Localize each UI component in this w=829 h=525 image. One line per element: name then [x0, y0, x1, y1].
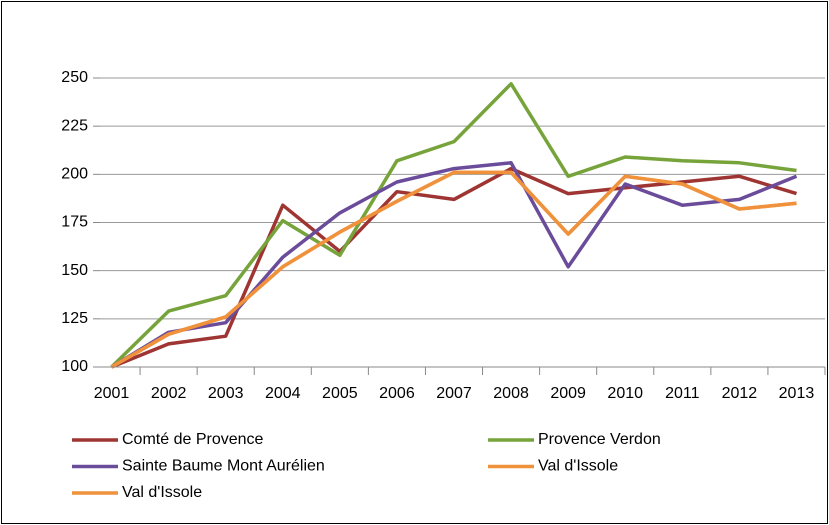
y-tick-label: 250 [61, 69, 88, 86]
x-tick-label: 2008 [493, 385, 529, 402]
y-tick-label: 100 [61, 358, 88, 375]
x-tick-label: 2012 [722, 385, 758, 402]
y-tick-label: 200 [61, 166, 88, 183]
x-tick-label: 2010 [607, 385, 643, 402]
series-line [110, 166, 798, 369]
legend-label: Val d'Issole [122, 484, 202, 501]
x-tick-label: 2005 [322, 385, 358, 402]
y-tick-label: 125 [61, 310, 88, 327]
x-tick-label: 2002 [151, 385, 187, 402]
x-tick-label: 2001 [94, 385, 130, 402]
y-tick-label: 175 [61, 214, 88, 231]
y-tick-label: 225 [61, 117, 88, 134]
legend-label: Provence Verdon [538, 431, 661, 448]
x-tick-label: 2004 [265, 385, 301, 402]
x-tick-label: 2003 [208, 385, 244, 402]
x-tick-label: 2013 [779, 385, 815, 402]
legend-label: Comté de Provence [122, 431, 264, 448]
x-tick-label: 2006 [379, 385, 415, 402]
legend-label: Val d'Issole [538, 458, 618, 475]
series-line [110, 161, 798, 369]
series-line [110, 170, 797, 369]
x-tick-label: 2007 [436, 385, 472, 402]
x-tick-label: 2011 [665, 385, 700, 402]
y-tick-label: 150 [61, 262, 88, 279]
x-tick-label: 2009 [550, 385, 586, 402]
legend-label: Sainte Baume Mont Aurélien [122, 458, 325, 475]
series-line [110, 82, 797, 369]
